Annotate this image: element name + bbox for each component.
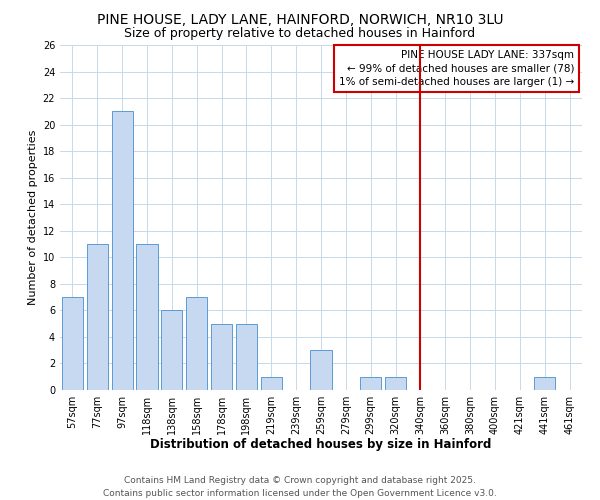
Text: PINE HOUSE LADY LANE: 337sqm
← 99% of detached houses are smaller (78)
1% of sem: PINE HOUSE LADY LANE: 337sqm ← 99% of de… <box>339 50 574 86</box>
Bar <box>211 324 232 390</box>
Bar <box>385 376 406 390</box>
Text: PINE HOUSE, LADY LANE, HAINFORD, NORWICH, NR10 3LU: PINE HOUSE, LADY LANE, HAINFORD, NORWICH… <box>97 12 503 26</box>
Bar <box>534 376 555 390</box>
Bar <box>161 310 182 390</box>
X-axis label: Distribution of detached houses by size in Hainford: Distribution of detached houses by size … <box>151 438 491 452</box>
Bar <box>236 324 257 390</box>
Bar <box>261 376 282 390</box>
Bar <box>112 112 133 390</box>
Bar <box>87 244 108 390</box>
Text: Size of property relative to detached houses in Hainford: Size of property relative to detached ho… <box>124 28 476 40</box>
Bar <box>62 297 83 390</box>
Bar <box>310 350 332 390</box>
Y-axis label: Number of detached properties: Number of detached properties <box>28 130 38 305</box>
Bar <box>186 297 207 390</box>
Bar <box>360 376 381 390</box>
Text: Contains HM Land Registry data © Crown copyright and database right 2025.
Contai: Contains HM Land Registry data © Crown c… <box>103 476 497 498</box>
Bar <box>136 244 158 390</box>
